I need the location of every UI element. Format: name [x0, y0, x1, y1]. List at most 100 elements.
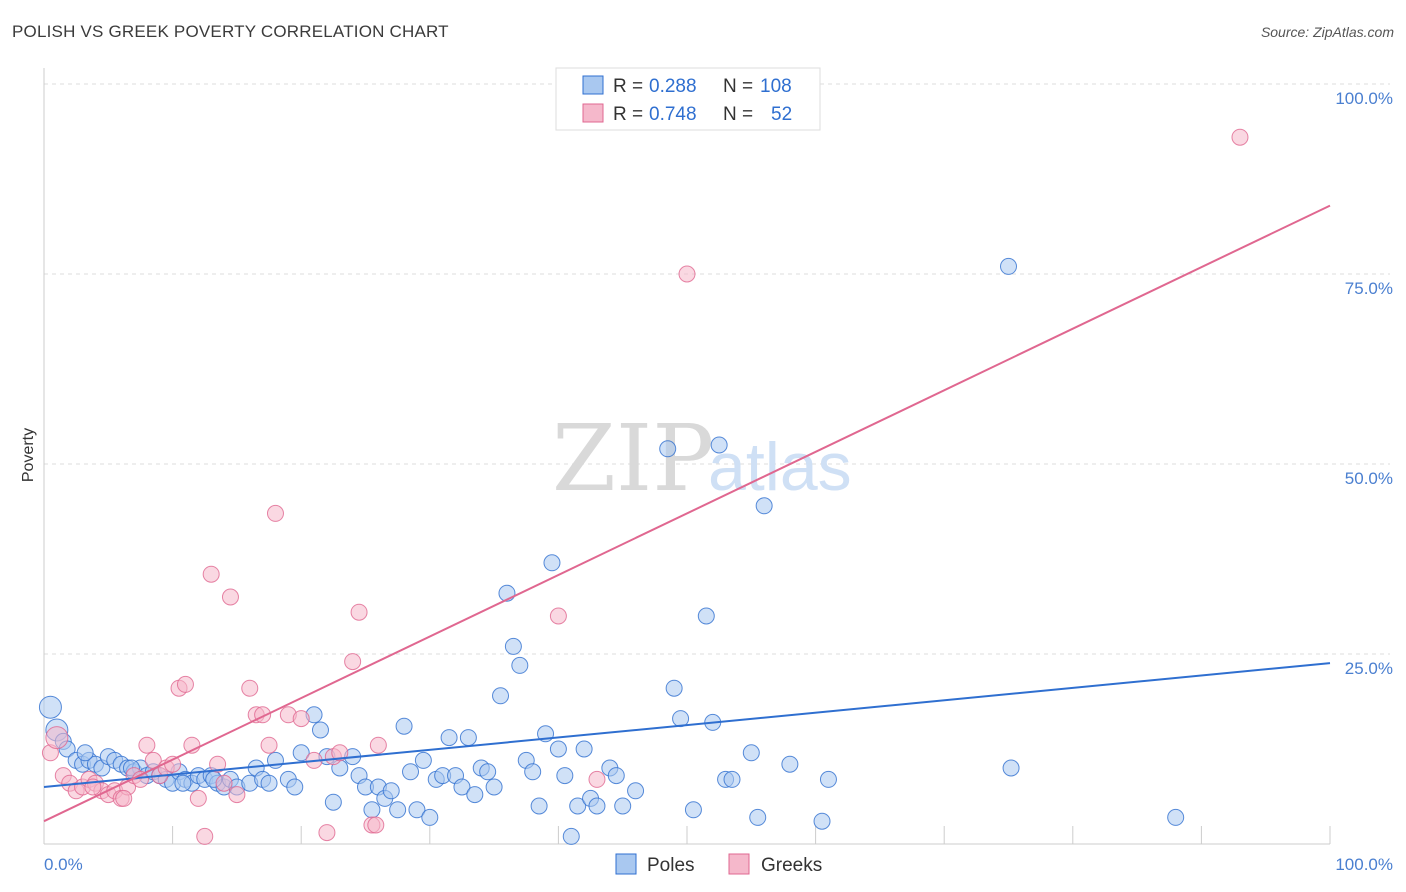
- poles-point-79: [575, 740, 593, 758]
- poles-point-71: [524, 763, 542, 781]
- greeks-point-23: [189, 789, 207, 807]
- greeks-point-38: [318, 824, 336, 842]
- poles-point-41: [324, 793, 342, 811]
- y-tick-label-2: 75.0%: [1345, 279, 1393, 298]
- greeks-point-14: [131, 770, 149, 788]
- greeks-point-36: [292, 710, 310, 728]
- poles-point-68: [504, 637, 522, 655]
- greeks-point-33: [260, 736, 278, 754]
- series-poles-points: [38, 257, 1185, 845]
- greeks-point-27: [215, 774, 233, 792]
- poles-point-84: [614, 797, 632, 815]
- poles-r-value: 0.288: [649, 76, 697, 97]
- poles-point-75: [549, 740, 567, 758]
- poles-point-66: [492, 687, 510, 705]
- greeks-point-47: [588, 770, 606, 788]
- greeks-point-28: [221, 588, 239, 606]
- legend-poles-label: Poles: [647, 855, 695, 876]
- poles-r-label: R =: [613, 76, 643, 97]
- poles-point-0: [38, 695, 62, 719]
- poles-point-94: [723, 770, 741, 788]
- poles-point-78: [569, 797, 587, 815]
- series-legend: Poles Greeks: [615, 853, 822, 876]
- poles-point-106: [174, 774, 192, 792]
- poles-point-77: [562, 827, 580, 845]
- greeks-n-label: N =: [723, 104, 753, 125]
- poles-point-100: [819, 770, 837, 788]
- greeks-point-51: [115, 789, 133, 807]
- x-tick-labels: 0.0% 100.0%: [44, 855, 1393, 874]
- poles-point-46: [363, 801, 381, 819]
- poles-point-98: [781, 755, 799, 773]
- poles-point-104: [76, 744, 94, 762]
- poles-point-76: [556, 767, 574, 785]
- poles-point-33: [260, 774, 278, 792]
- greeks-point-49: [1231, 128, 1249, 146]
- greeks-point-1: [45, 726, 69, 750]
- poles-point-52: [402, 763, 420, 781]
- poles-point-55: [421, 808, 439, 826]
- poles-point-96: [749, 808, 767, 826]
- poles-point-61: [459, 729, 477, 747]
- poles-point-58: [440, 729, 458, 747]
- y-tick-label-3: 100.0%: [1335, 89, 1393, 108]
- poles-point-65: [485, 778, 503, 796]
- poles-point-99: [813, 812, 831, 830]
- poles-point-83: [607, 767, 625, 785]
- poles-point-64: [479, 763, 497, 781]
- greeks-point-46: [549, 607, 567, 625]
- greeks-point-42: [350, 603, 368, 621]
- poles-n-value: 108: [760, 76, 792, 97]
- poles-point-86: [659, 440, 677, 458]
- poles-point-37: [292, 744, 310, 762]
- greeks-point-15: [138, 736, 156, 754]
- poles-point-51: [395, 717, 413, 735]
- greeks-point-34: [266, 504, 284, 522]
- greeks-point-48: [678, 265, 696, 283]
- greeks-r-value: 0.748: [649, 104, 697, 125]
- stats-legend: R = 0.288 N = 108 R = 0.748 N = 52: [555, 67, 821, 131]
- greeks-point-41: [344, 653, 362, 671]
- poles-trend-line: [43, 662, 1331, 788]
- x-tick-label-1: 100.0%: [1335, 855, 1393, 874]
- poles-point-102: [1002, 759, 1020, 777]
- poles-point-49: [382, 782, 400, 800]
- y-tick-label-0: 25.0%: [1345, 659, 1393, 678]
- poles-point-89: [684, 801, 702, 819]
- greeks-swatch: [582, 103, 604, 123]
- x-tick-label-0: 0.0%: [44, 855, 83, 874]
- series-greeks-points: [41, 128, 1249, 845]
- poles-point-85: [627, 782, 645, 800]
- trend-lines: [43, 204, 1331, 823]
- poles-point-101: [1000, 257, 1017, 275]
- legend-greeks-swatch: [728, 853, 750, 875]
- source-label: Source: ZipAtlas.com: [1260, 24, 1394, 40]
- watermark: ZIP atlas: [552, 405, 852, 512]
- greeks-point-21: [176, 675, 194, 693]
- poles-point-72: [530, 797, 548, 815]
- poles-swatch: [582, 75, 604, 95]
- poles-point-36: [286, 778, 304, 796]
- grid: [44, 83, 1390, 655]
- greeks-point-25: [202, 565, 220, 583]
- poles-point-60: [453, 778, 471, 796]
- chart-title: POLISH VS GREEK POVERTY CORRELATION CHAR…: [12, 22, 449, 41]
- poles-point-97: [755, 497, 773, 515]
- greeks-point-30: [241, 679, 259, 697]
- poles-point-95: [742, 744, 760, 762]
- greeks-r-label: R =: [613, 104, 643, 125]
- y-tick-label-1: 50.0%: [1345, 469, 1393, 488]
- poles-point-74: [543, 554, 561, 572]
- watermark-zip: ZIP: [552, 405, 714, 512]
- poles-point-54: [414, 751, 432, 769]
- greeks-point-26: [209, 755, 227, 773]
- poles-point-39: [311, 721, 329, 739]
- greeks-point-44: [367, 816, 385, 834]
- greeks-trend-line: [43, 204, 1331, 823]
- poles-point-53: [408, 801, 426, 819]
- legend-poles-swatch: [615, 853, 637, 875]
- poles-point-103: [1167, 808, 1185, 826]
- poles-point-92: [710, 436, 728, 454]
- y-axis-title: Poverty: [20, 428, 37, 482]
